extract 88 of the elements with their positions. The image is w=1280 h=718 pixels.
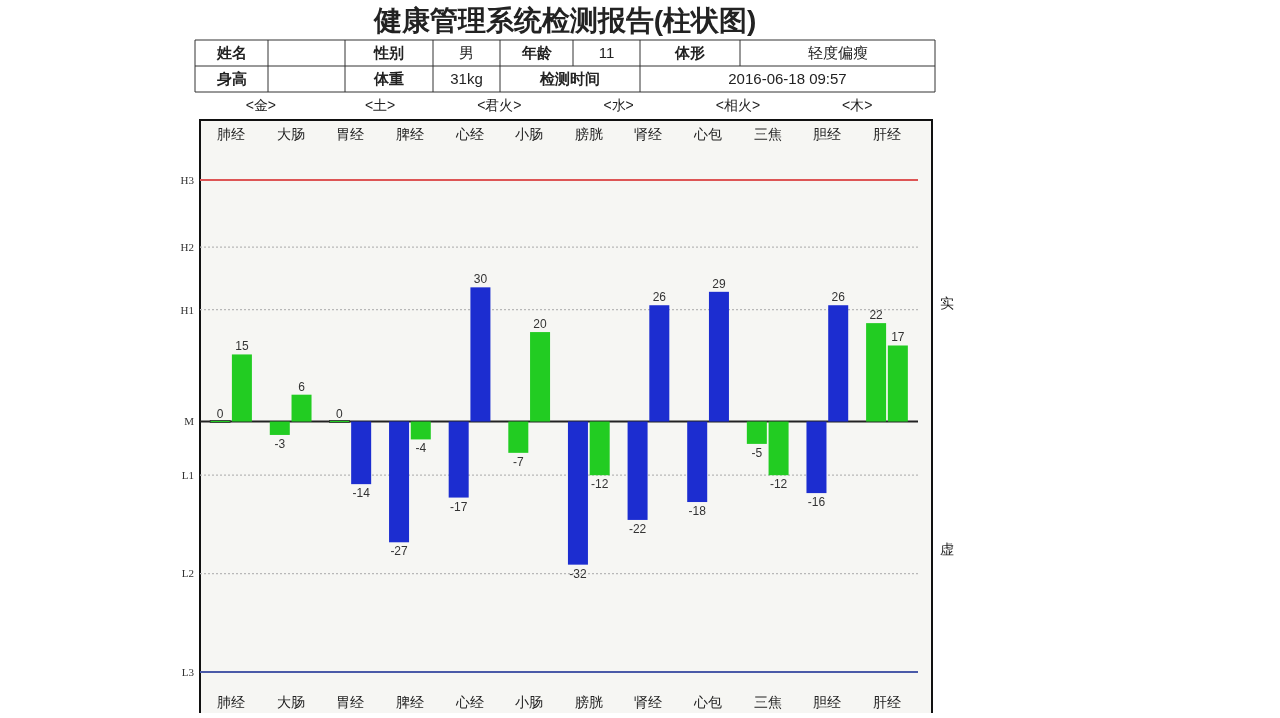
text: 虚 — [940, 541, 954, 558]
data-label: -12 — [591, 477, 609, 492]
text: <相火> — [715, 97, 761, 113]
text: <土> — [364, 97, 396, 113]
text: 11 — [598, 44, 615, 62]
data-label: 29 — [712, 276, 726, 291]
ref-line-label: H2 — [180, 240, 194, 253]
x-tick-label: 小肠 — [515, 126, 544, 142]
category-label: 三焦 — [753, 694, 782, 710]
ref-line-label: H3 — [180, 173, 195, 186]
bar — [530, 332, 551, 422]
ref-line-label: H1 — [180, 303, 194, 316]
bar — [567, 421, 588, 565]
x-tick-label: 肾经 — [634, 126, 663, 142]
text: <君火> — [477, 97, 522, 113]
ref-line-label: L3 — [181, 665, 195, 678]
data-label: -16 — [807, 495, 826, 510]
data-label: 30 — [473, 272, 488, 287]
text: 体形 — [674, 44, 705, 62]
category-label: 胃经 — [336, 694, 365, 710]
data-label: 6 — [298, 379, 306, 394]
category-label: 大肠 — [276, 694, 305, 710]
category-label: 肝经 — [872, 694, 901, 710]
text: 体重 — [373, 70, 404, 88]
text: 身高 — [215, 70, 247, 88]
data-label: -18 — [688, 504, 707, 519]
bar — [389, 421, 410, 543]
data-label: -12 — [769, 477, 788, 492]
category-label: 心包 — [694, 694, 723, 710]
data-label: -17 — [450, 499, 468, 514]
ref-line-label: L2 — [181, 567, 194, 580]
x-tick-label: 肝经 — [872, 126, 901, 142]
category-label: 脾经 — [395, 694, 424, 710]
text: 年龄 — [520, 44, 553, 62]
data-label: -5 — [751, 445, 763, 460]
bar — [627, 421, 648, 520]
bar — [887, 345, 908, 422]
x-tick-label: 心包 — [693, 126, 723, 142]
text: <木> — [841, 97, 873, 113]
category-label: 小肠 — [515, 694, 544, 710]
data-label: -14 — [352, 486, 371, 501]
category-label: 胆经 — [813, 694, 842, 710]
text: 姓名 — [215, 44, 247, 62]
x-tick-label: 膀胱 — [574, 126, 603, 142]
data-label: 0 — [336, 406, 344, 421]
data-label: -27 — [390, 544, 409, 559]
bar — [806, 421, 827, 494]
data-label: 20 — [533, 317, 548, 332]
data-label: 17 — [891, 330, 905, 345]
category-label: 肺经 — [217, 694, 246, 710]
text: 31kg — [450, 70, 483, 88]
data-label: 26 — [831, 290, 846, 305]
bar — [410, 421, 431, 440]
data-label: 0 — [216, 406, 224, 421]
x-tick-label: 脾经 — [395, 126, 424, 142]
x-tick-label: 三焦 — [753, 126, 782, 142]
category-label: 膀胱 — [574, 694, 603, 710]
text: 男 — [459, 44, 474, 62]
data-label: -7 — [512, 454, 524, 469]
text: 轻度偏瘦 — [807, 44, 868, 62]
data-label: 26 — [652, 290, 667, 305]
data-label: -4 — [415, 441, 427, 456]
data-label: -32 — [569, 566, 587, 581]
category-label: 心经 — [455, 694, 484, 710]
data-label: 15 — [235, 339, 249, 354]
bar — [768, 421, 789, 476]
ref-line-label: M — [184, 415, 195, 428]
x-tick-label: 胃经 — [336, 126, 365, 142]
x-tick-label: 大肠 — [276, 126, 305, 142]
x-tick-label: 胆经 — [813, 126, 842, 142]
data-label: -3 — [274, 436, 286, 451]
data-label: -22 — [628, 521, 647, 536]
bar — [589, 421, 610, 476]
data-label: 22 — [869, 308, 884, 323]
bar — [448, 421, 469, 498]
text: 健康管理系统检测报告(柱状图) — [372, 5, 757, 36]
x-tick-label: 肺经 — [217, 126, 246, 142]
category-label: 肾经 — [634, 694, 663, 710]
text: 2016-06-18 09:57 — [728, 70, 847, 88]
text: 检测时间 — [539, 70, 600, 88]
text: <水> — [603, 97, 634, 113]
x-tick-label: 心经 — [454, 126, 484, 142]
bar — [291, 394, 312, 422]
ref-line-label: L1 — [181, 469, 194, 482]
text: <金> — [245, 97, 277, 113]
bar — [687, 421, 708, 503]
text: 实 — [940, 295, 954, 312]
text: 性别 — [373, 44, 404, 62]
